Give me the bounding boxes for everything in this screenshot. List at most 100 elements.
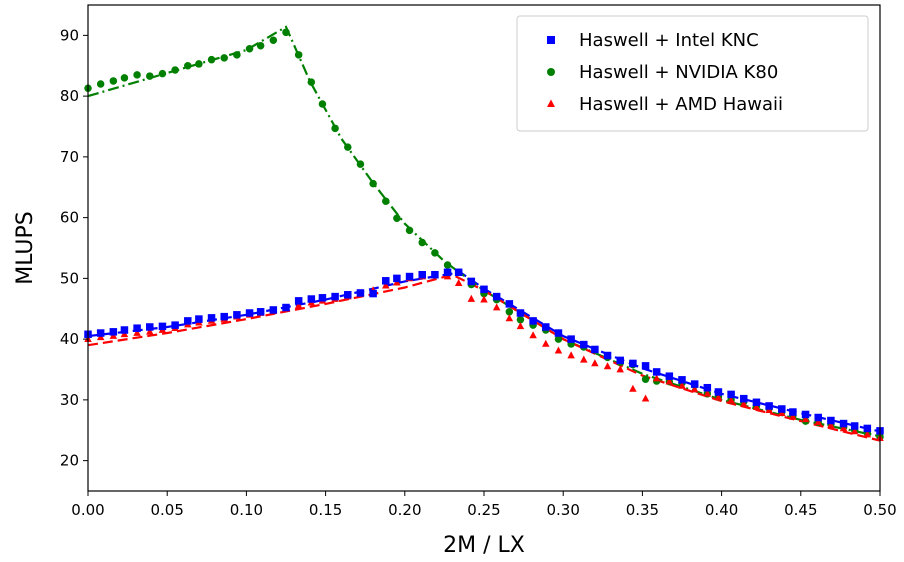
- point-triangle-52: [727, 396, 735, 404]
- point-triangle-37: [542, 339, 550, 347]
- point-triangle-36: [529, 331, 537, 339]
- point-square-12: [233, 311, 241, 319]
- point-square-49: [690, 380, 699, 388]
- y-axis-label: MLUPS: [13, 211, 38, 284]
- point-square-15: [269, 306, 278, 314]
- point-triangle-62: [850, 427, 859, 435]
- point-triangle-31: [467, 294, 476, 302]
- legend-label: Haswell + AMD Hawaii: [579, 94, 783, 115]
- point-circle-10: [207, 55, 216, 64]
- point-circle-1: [96, 80, 105, 88]
- y-tick-label: 50: [60, 269, 79, 287]
- point-square-5: [146, 323, 154, 331]
- legend-label: Haswell + NVIDIA K80: [579, 62, 778, 83]
- point-square-14: [256, 308, 265, 316]
- point-square-28: [431, 270, 439, 279]
- legend-marker-square: [547, 36, 555, 44]
- point-square-62: [850, 422, 859, 430]
- point-triangle-41: [591, 359, 599, 367]
- point-triangle-49: [690, 385, 699, 393]
- point-square-8: [184, 317, 192, 325]
- legend-marker-triangle: [547, 99, 555, 107]
- point-square-50: [703, 383, 712, 392]
- point-square-18: [307, 295, 316, 303]
- point-triangle-47: [665, 377, 674, 385]
- x-tick-label: 0.10: [230, 501, 263, 519]
- point-square-55: [765, 402, 773, 410]
- point-square-31: [467, 277, 476, 286]
- point-circle-3: [120, 74, 129, 82]
- point-circle-14: [256, 41, 265, 50]
- point-triangle-61: [839, 424, 848, 432]
- x-tick-label: 0.30: [546, 501, 579, 519]
- legend: Haswell + Intel KNC Haswell + NVIDIA K80 H…: [516, 15, 869, 132]
- y-tick-label: 70: [60, 148, 79, 166]
- point-square-25: [393, 274, 401, 283]
- point-circle-4: [133, 71, 141, 79]
- x-tick-label: 0.05: [150, 501, 183, 519]
- y-tick-label: 20: [60, 452, 79, 470]
- point-circle-18: [307, 78, 316, 86]
- point-circle-24: [382, 197, 390, 205]
- point-square-32: [480, 285, 488, 294]
- point-square-63: [863, 424, 872, 433]
- point-square-23: [369, 289, 377, 298]
- point-triangle-44: [629, 384, 637, 392]
- point-circle-8: [184, 62, 192, 70]
- point-circle-26: [405, 226, 414, 235]
- fit-line-2: [87, 273, 881, 442]
- point-square-4: [133, 324, 141, 332]
- point-square-33: [492, 292, 501, 301]
- point-square-39: [567, 335, 575, 343]
- x-axis-label: 2M / LX: [443, 533, 525, 558]
- point-circle-2: [109, 77, 118, 85]
- point-square-37: [542, 323, 550, 331]
- x-tick-label: 0.20: [388, 501, 421, 519]
- point-square-56: [778, 405, 786, 413]
- point-triangle-32: [480, 295, 488, 303]
- x-tick-label: 0.45: [784, 501, 817, 519]
- point-triangle-39: [567, 351, 575, 359]
- point-square-35: [516, 309, 525, 317]
- point-square-34: [505, 300, 514, 308]
- point-triangle-46: [652, 374, 661, 382]
- point-circle-20: [331, 124, 339, 133]
- point-triangle-4: [133, 328, 141, 336]
- point-circle-15: [269, 36, 278, 44]
- point-circle-5: [146, 72, 154, 80]
- legend-label: Haswell + Intel KNC: [579, 30, 759, 51]
- point-square-47: [665, 372, 674, 380]
- y-tick-label: 80: [60, 87, 79, 105]
- y-axis: 20 30 40 50 60 70 80 90: [60, 26, 88, 470]
- x-tick-label: 0.25: [467, 501, 500, 519]
- data-markers: [84, 28, 884, 441]
- point-square-16: [282, 303, 290, 312]
- x-tick-label: 0.50: [863, 501, 896, 519]
- point-square-41: [591, 345, 599, 354]
- point-square-26: [405, 272, 414, 281]
- point-square-60: [827, 416, 835, 425]
- point-triangle-34: [505, 314, 514, 322]
- x-tick-label: 0.40: [705, 501, 738, 519]
- point-square-2: [109, 328, 118, 336]
- point-square-3: [120, 326, 129, 334]
- point-square-13: [245, 309, 254, 317]
- point-triangle-42: [603, 362, 612, 370]
- point-triangle-58: [801, 415, 810, 423]
- point-square-17: [294, 297, 303, 305]
- x-tick-label: 0.15: [309, 501, 342, 519]
- point-square-20: [331, 292, 339, 301]
- point-circle-6: [158, 69, 167, 78]
- point-square-43: [616, 356, 624, 365]
- point-circle-23: [369, 179, 377, 188]
- point-triangle-5: [146, 327, 154, 335]
- point-circle-38: [554, 335, 563, 343]
- point-circle-9: [195, 60, 203, 68]
- point-triangle-35: [516, 322, 525, 330]
- point-square-7: [171, 321, 179, 329]
- point-square-45: [641, 362, 650, 370]
- point-square-24: [382, 277, 390, 285]
- point-circle-35: [516, 315, 525, 324]
- point-square-54: [752, 398, 761, 407]
